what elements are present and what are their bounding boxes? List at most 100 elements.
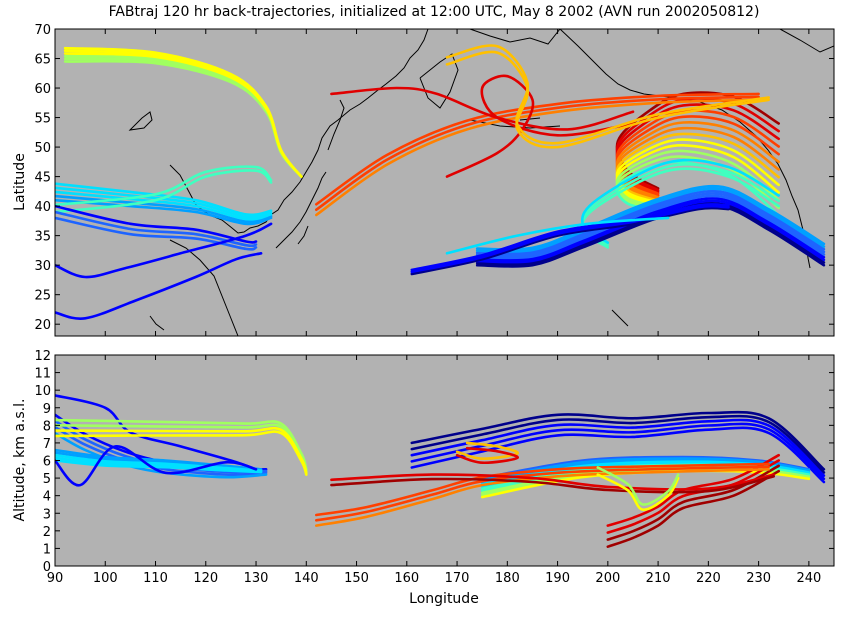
xtick-label: 170 — [445, 571, 470, 586]
xtick-label: 220 — [696, 571, 721, 586]
latitude-ticks: 20 25 30 35 40 45 50 55 60 65 70 — [34, 23, 834, 333]
china-coastline — [149, 239, 239, 336]
xtick-label: 200 — [595, 571, 620, 586]
map-trajectory-line — [55, 198, 273, 226]
alt-trajectory-line — [606, 469, 780, 548]
map-trajectory-line — [55, 216, 258, 251]
arctic-coastline — [469, 29, 834, 53]
map-trajectory-line — [615, 143, 780, 206]
map-ytick-label: 45 — [34, 171, 51, 186]
map-trajectory-line — [55, 186, 273, 219]
alt-trajectory-line — [55, 430, 308, 476]
alt-trajectory-line — [410, 410, 826, 471]
map-ytick-label: 70 — [34, 23, 51, 38]
map-panel: 20 25 30 35 40 45 50 55 60 65 70 Latitude — [12, 23, 835, 337]
map-trajectory-line — [615, 138, 780, 204]
alt-trajectory-line — [410, 418, 826, 477]
kamchatka-coastline — [419, 53, 459, 109]
map-trajectory-line — [615, 132, 780, 203]
xtick-label: 140 — [294, 571, 319, 586]
alt-ytick-label: 9 — [43, 402, 51, 417]
map-ytick-label: 35 — [34, 230, 51, 245]
longitude-axis-label: Longitude — [409, 591, 479, 607]
alt-ytick-label: 5 — [43, 472, 51, 487]
alt-trajectory-line — [55, 459, 263, 474]
map-ytick-label: 25 — [34, 289, 51, 304]
map-trajectory-line — [475, 189, 826, 256]
alt-ytick-label: 3 — [43, 507, 51, 522]
map-trajectory-line — [615, 149, 780, 208]
chart-title: FABtraj 120 hr back-trajectories, initia… — [108, 4, 760, 20]
alt-ytick-label: 0 — [43, 560, 51, 575]
xtick-label: 120 — [193, 571, 218, 586]
map-trajectory-line — [475, 192, 826, 258]
map-trajectory-line — [55, 204, 258, 244]
sakhalin-coastline — [327, 99, 345, 151]
map-trajectory-line — [615, 115, 780, 197]
xtick-label: 240 — [796, 571, 821, 586]
alt-trajectory-line — [55, 431, 268, 479]
xtick-label: 150 — [344, 571, 369, 586]
map-trajectory-line — [615, 155, 780, 210]
alt-trajectory-line — [606, 453, 780, 527]
map-ytick-label: 50 — [34, 141, 51, 156]
alt-ytick-label: 7 — [43, 437, 51, 452]
xtick-label: 90 — [47, 571, 64, 586]
map-ytick-label: 60 — [34, 82, 51, 97]
xtick-label: 210 — [646, 571, 671, 586]
map-trajectory-line — [55, 222, 273, 279]
map-x-ticks — [54, 29, 810, 336]
xtick-label: 130 — [244, 571, 269, 586]
map-trajectory-line — [475, 187, 826, 253]
xtick-label: 160 — [394, 571, 419, 586]
alt-trajectory-line — [455, 441, 519, 461]
altitude-axis-label: Altitude, km a.s.l. — [12, 399, 28, 522]
lake-outline — [128, 111, 153, 131]
map-trajectory-line — [55, 182, 273, 217]
longitude-ticks: 90 100 110 120 130 140 150 160 170 180 190 200 210 22… — [47, 355, 821, 586]
island-coastline — [611, 309, 629, 327]
xtick-label: 180 — [495, 571, 520, 586]
alt-trajectory-line — [410, 422, 826, 481]
map-trajectory-line — [330, 86, 635, 131]
alt-trajectory-line — [596, 466, 680, 506]
map-trajectory-line — [445, 74, 635, 178]
alt-trajectory-line — [606, 464, 780, 541]
map-ytick-label: 20 — [34, 318, 51, 333]
alt-ytick-label: 12 — [34, 349, 51, 364]
alt-trajectory-line — [410, 414, 826, 474]
map-trajectory-line — [410, 206, 730, 276]
map-ytick-label: 30 — [34, 259, 51, 274]
map-background — [55, 29, 834, 336]
map-trajectory-line — [445, 216, 670, 255]
map-ytick-label: 65 — [34, 53, 51, 68]
map-ytick-label: 40 — [34, 200, 51, 215]
alt-trajectory-line — [596, 473, 680, 512]
map-trajectory-line — [55, 169, 273, 214]
map-trajectory-line — [410, 203, 730, 272]
map-trajectories — [55, 44, 826, 320]
map-trajectory-line — [55, 252, 263, 320]
map-trajectory-line — [475, 184, 826, 251]
map-trajectory-line — [55, 190, 273, 221]
map-trajectory-line — [445, 44, 770, 145]
map-trajectory-line — [475, 194, 826, 260]
map-trajectory-line — [315, 98, 760, 217]
alt-trajectory-line — [455, 446, 519, 465]
latitude-axis-label: Latitude — [12, 153, 28, 211]
alt-ytick-label: 2 — [43, 525, 51, 540]
coastlines — [128, 29, 834, 336]
map-trajectory-line — [410, 204, 730, 274]
xtick-label: 110 — [143, 571, 168, 586]
alt-trajectory-line — [410, 426, 826, 484]
alt-trajectory-line — [330, 475, 775, 494]
alt-ytick-label: 6 — [43, 455, 51, 470]
map-ytick-label: 55 — [34, 112, 51, 127]
alt-trajectory-line — [55, 445, 258, 487]
alt-ytick-label: 8 — [43, 419, 51, 434]
map-trajectory-line — [63, 46, 303, 178]
alt-trajectory-line — [315, 468, 770, 527]
